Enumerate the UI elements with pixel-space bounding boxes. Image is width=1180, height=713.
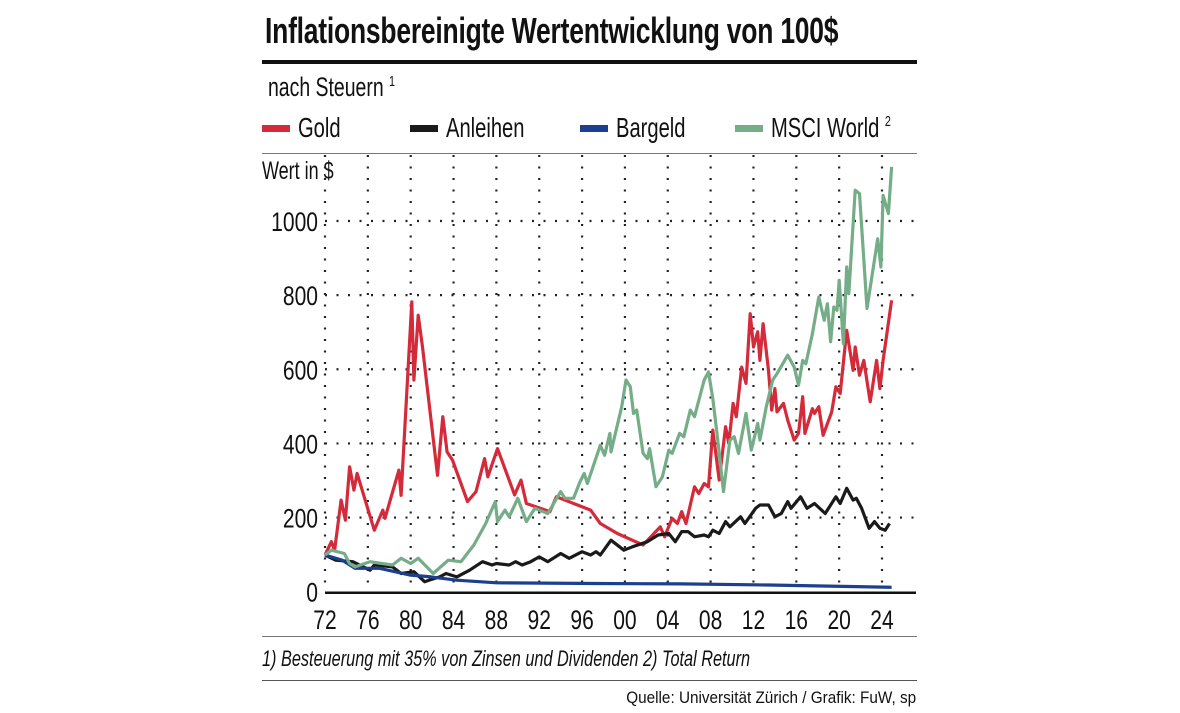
legend-label: Anleihen (446, 112, 525, 143)
footnote-rule (262, 636, 917, 637)
legend-swatch-gold (262, 125, 290, 132)
x-tick-label: 08 (699, 606, 722, 636)
legend-label: MSCI World 2 (771, 112, 891, 144)
source-rule (262, 680, 917, 681)
title-rule (262, 60, 917, 64)
y-tick-label: 400 (283, 430, 318, 460)
x-tick-label: 12 (742, 606, 765, 636)
legend-swatch-anleihen (410, 125, 438, 132)
y-tick-label: 0 (306, 578, 318, 608)
y-tick-label: 600 (283, 356, 318, 386)
x-tick-label: 20 (827, 606, 850, 636)
legend-swatch-bargeld (580, 125, 608, 132)
x-tick-label: 24 (870, 606, 893, 636)
y-tick-label: 1000 (271, 208, 318, 238)
series-line-gold (323, 300, 894, 556)
legend-label: Gold (298, 112, 341, 143)
footnote: 1) Besteuerung mit 35% von Zinsen und Di… (262, 646, 751, 671)
x-tick-label: 76 (356, 606, 379, 636)
subtitle-footnote-mark: 1 (389, 73, 396, 90)
x-tick-label: 80 (399, 606, 422, 636)
x-tick-label: 92 (528, 606, 551, 636)
x-tick-label: 84 (442, 606, 465, 636)
x-tick-label: 88 (485, 606, 508, 636)
legend-label: Bargeld (616, 112, 686, 143)
y-tick-label: 800 (283, 282, 318, 312)
legend-footnote-mark: 2 (884, 113, 891, 130)
y-axis-label: Wert in $ (262, 157, 334, 185)
series-line-msci-world (324, 166, 894, 576)
y-tick-label: 200 (283, 504, 318, 534)
legend-label-text: MSCI World (771, 112, 880, 143)
x-tick-label: 16 (785, 606, 808, 636)
x-tick-label: 04 (656, 606, 679, 636)
x-tick-label: 96 (570, 606, 593, 636)
x-tick-label: 72 (313, 606, 336, 636)
source-credit: Quelle: Universität Zürich / Grafik: FuW… (626, 688, 916, 707)
chart-subtitle: nach Steuern 1 (268, 72, 395, 103)
series-line-anleihen (324, 486, 891, 584)
legend-swatch-msci-world (735, 125, 763, 132)
chart-title: Inflationsbereinigte Wertentwicklung von… (265, 10, 839, 51)
chart-top-rule (262, 153, 917, 154)
subtitle-text: nach Steuern (268, 72, 384, 102)
x-tick-label: 00 (613, 606, 636, 636)
